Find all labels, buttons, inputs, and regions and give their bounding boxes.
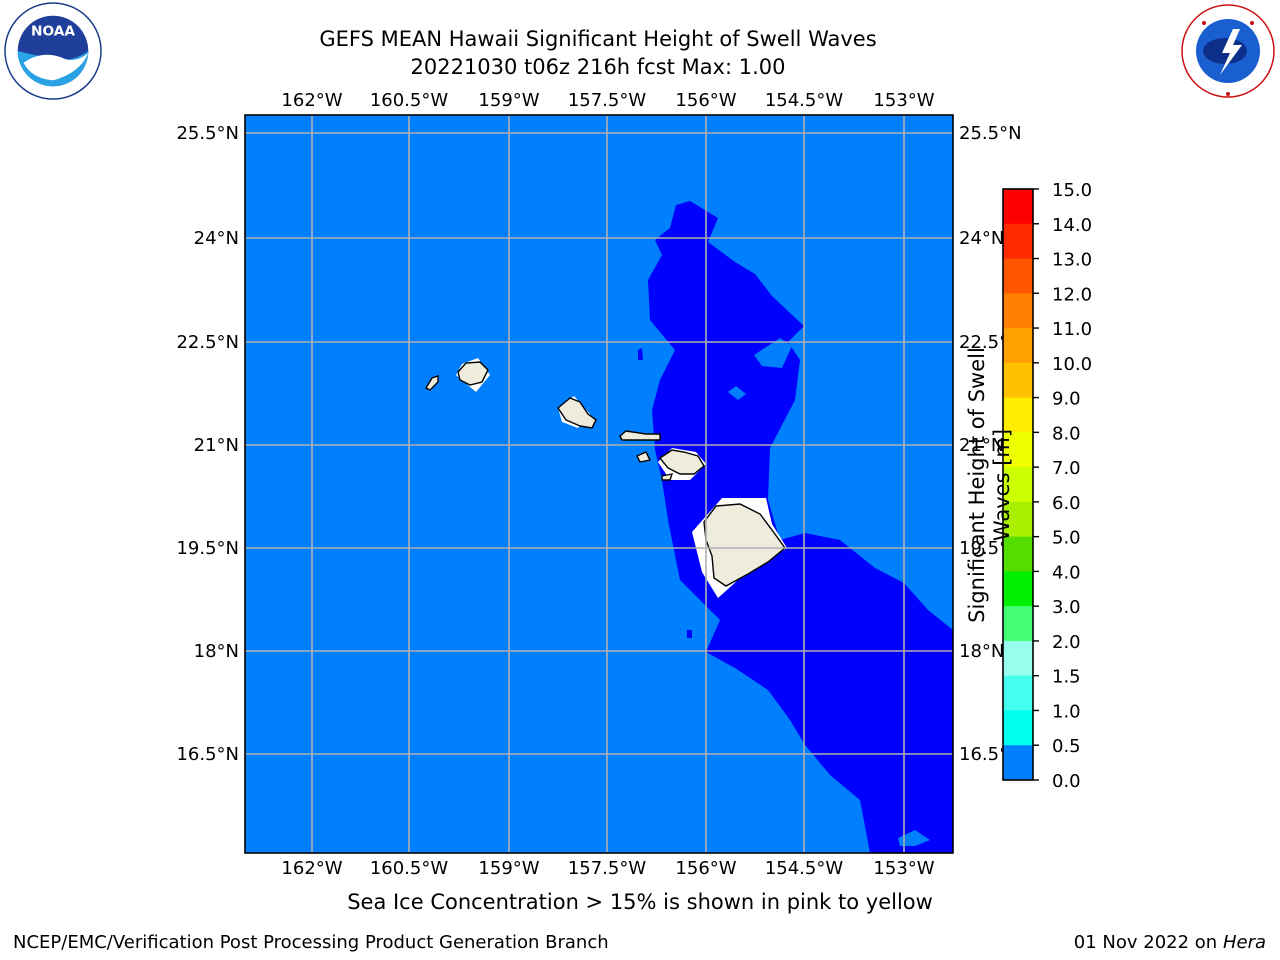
map-title: GEFS MEAN Hawaii Significant Height of S… (319, 27, 877, 51)
lon-label: 157.5°W (568, 858, 647, 879)
swell-pocket (728, 386, 746, 400)
lon-labels-top: 162°W 160.5°W 159°W 157.5°W 156°W 154.5°… (281, 90, 934, 111)
lon-label: 153°W (873, 90, 934, 111)
lon-label: 156°W (675, 90, 736, 111)
colorbar-band (1003, 362, 1033, 399)
colorbar-band (1003, 432, 1033, 468)
lat-label: 18°N (959, 641, 1004, 662)
footer-date-text: 01 Nov 2022 on (1073, 932, 1218, 953)
colorbar-tick-label: 9.0 (1052, 389, 1081, 410)
lat-label: 24°N (194, 228, 239, 249)
colorbar-tick-label: 6.0 (1052, 493, 1081, 514)
lat-label: 22.5°N (176, 332, 239, 353)
colorbar-band (1003, 640, 1033, 677)
colorbar-band (1003, 710, 1033, 746)
swell-pocket (638, 348, 643, 360)
colorbar-tick-label: 1.5 (1052, 667, 1081, 688)
colorbar-band (1003, 675, 1033, 711)
colorbar-tick-label: 1.0 (1052, 701, 1081, 722)
swell-band-low (648, 201, 953, 853)
lon-label: 162°W (281, 90, 342, 111)
map-grid (245, 115, 953, 853)
swell-pocket (924, 583, 953, 602)
colorbar-band (1003, 293, 1033, 329)
sea-ice-note: Sea Ice Concentration > 15% is shown in … (347, 890, 933, 914)
lon-label: 154.5°W (765, 90, 844, 111)
colorbar-band (1003, 223, 1033, 260)
colorbar-tick-label: 7.0 (1052, 458, 1081, 479)
lat-label: 19.5°N (176, 538, 239, 559)
island-hawaii (703, 503, 786, 587)
island-kauai (457, 361, 489, 386)
noaa-logo: NOAA (4, 2, 102, 100)
colorbar-tick-label: 14.0 (1052, 215, 1092, 236)
lat-label: 18°N (194, 641, 239, 662)
island-oahu (557, 397, 597, 429)
swell-pocket (687, 630, 692, 638)
colorbar-tick-label: 15.0 (1052, 180, 1092, 201)
colorbar-tick-label: 0.0 (1052, 771, 1081, 792)
lon-label: 159°W (478, 90, 539, 111)
lon-label: 160.5°W (370, 858, 449, 879)
island-molokai (619, 430, 661, 441)
map-frame (244, 114, 954, 854)
colorbar-band (1003, 745, 1033, 781)
colorbar-label: Significant Height of Swell Waves [m] (965, 347, 1014, 623)
lat-label: 21°N (959, 435, 1004, 456)
island-kahoolawe (661, 473, 674, 481)
lat-label: 16.5°N (176, 744, 239, 765)
colorbar-tick-label: 0.5 (1052, 736, 1081, 757)
colorbar-band (1003, 397, 1033, 433)
nws-logo (1181, 4, 1275, 98)
colorbar-bands (1003, 189, 1033, 781)
lon-labels-bottom: 162°W 160.5°W 159°W 157.5°W 156°W 154.5°… (281, 858, 934, 879)
swell-pocket (754, 338, 792, 368)
lon-label: 153°W (873, 858, 934, 879)
lat-label: 21°N (194, 435, 239, 456)
swell-pocket (898, 830, 930, 846)
colorbar-band (1003, 606, 1033, 642)
colorbar-ticks: 15.0 14.0 13.0 12.0 11.0 10.0 9.0 8.0 7.0 6.0 5.0 4… (1033, 180, 1092, 792)
lon-label: 159°W (478, 858, 539, 879)
lon-label: 156°W (675, 858, 736, 879)
colorbar-tick-label: 11.0 (1052, 319, 1092, 340)
colorbar-band (1003, 467, 1033, 503)
island-maui (658, 449, 705, 475)
footer-date: 01 Nov 2022 on Hera (1074, 932, 1266, 953)
map-plot: 162°W 160.5°W 159°W 157.5°W 156°W 154.5°… (176, 90, 1021, 879)
footer-machine: Hera (1222, 932, 1266, 953)
lon-label: 154.5°W (765, 858, 844, 879)
colorbar-tick-label: 3.0 (1052, 597, 1081, 618)
hawaiian-islands (425, 361, 786, 587)
colorbar-band (1003, 258, 1033, 294)
noaa-logo-text: NOAA (31, 23, 75, 39)
colorbar-tick-label: 2.0 (1052, 632, 1081, 653)
colorbar-tick-label: 12.0 (1052, 284, 1092, 305)
footer-branch: NCEP/EMC/Verification Post Processing Pr… (13, 932, 609, 953)
island-lanai (636, 451, 652, 463)
lon-label: 160.5°W (370, 90, 449, 111)
island-niihau (425, 375, 439, 391)
lat-labels-left: 25.5°N 24°N 22.5°N 21°N 19.5°N 18°N 16.5… (176, 123, 239, 765)
colorbar-tick-label: 10.0 (1052, 354, 1092, 375)
colorbar-band (1003, 501, 1033, 538)
lat-label: 25.5°N (176, 123, 239, 144)
lat-label: 24°N (959, 228, 1004, 249)
colorbar-tick-label: 8.0 (1052, 423, 1081, 444)
map-subtitle: 20221030 t06z 216h fcst Max: 1.00 (410, 55, 786, 79)
colorbar-band (1003, 189, 1033, 225)
colorbar-band (1003, 328, 1033, 364)
colorbar-tick-label: 13.0 (1052, 250, 1092, 271)
colorbar-tick-label: 5.0 (1052, 528, 1081, 549)
colorbar-frame (1002, 188, 1034, 781)
lon-label: 162°W (281, 858, 342, 879)
colorbar-band (1003, 536, 1033, 572)
lat-label: 25.5°N (959, 123, 1022, 144)
colorbar-band (1003, 571, 1033, 607)
colorbar: 15.0 14.0 13.0 12.0 11.0 10.0 9.0 8.0 7.0 6.0 5.0 4… (1002, 180, 1092, 792)
swell-pocket (742, 250, 758, 268)
lon-label: 157.5°W (568, 90, 647, 111)
colorbar-tick-label: 4.0 (1052, 562, 1081, 583)
